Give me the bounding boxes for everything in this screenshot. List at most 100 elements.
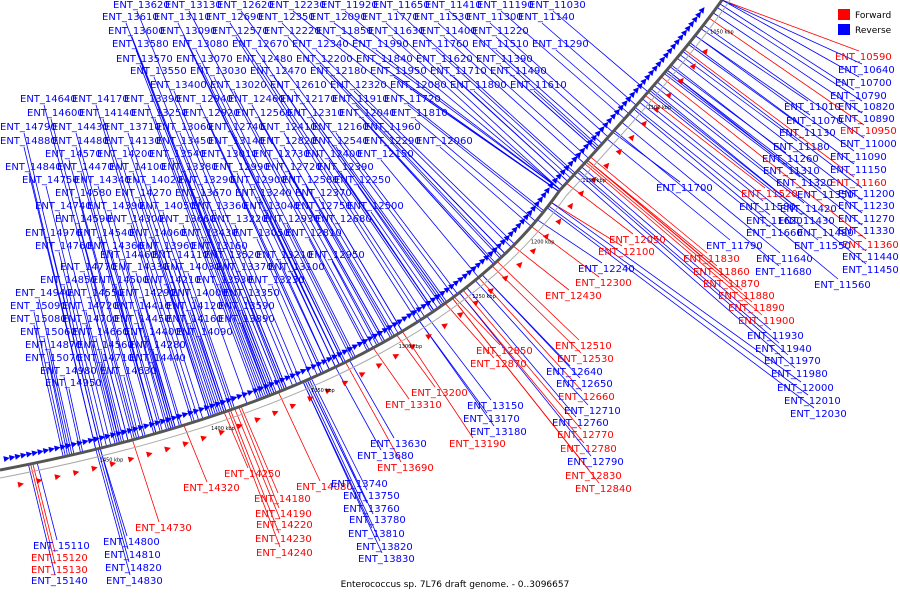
- reverse-gene-label: ENT_11000: [840, 139, 897, 150]
- reverse-gene-label: ENT_13010: [201, 149, 258, 160]
- reverse-gene-label: ENT_14000: [171, 288, 228, 299]
- reverse-gene-label: ENT_13680: [357, 451, 414, 462]
- reverse-gene-label: ENT_14130: [104, 136, 161, 147]
- reverse-gene-arrow: [474, 262, 482, 269]
- reverse-gene-label: ENT_11630: [368, 26, 425, 37]
- label-connector-line: [234, 408, 281, 520]
- reverse-gene-arrow: [632, 87, 639, 94]
- label-connector-line: [318, 198, 399, 334]
- reverse-gene-label: ENT_13110: [154, 12, 211, 23]
- label-connector-line: [68, 159, 146, 437]
- label-connector-line: [694, 35, 855, 152]
- genome-backbone-arc: [0, 0, 724, 472]
- reverse-gene-label: ENT_13090: [160, 26, 217, 37]
- label-connector-line: [120, 159, 204, 420]
- label-connector-line: [99, 448, 129, 550]
- reverse-gene-arrow: [8, 455, 16, 461]
- reverse-gene-arrow: [98, 435, 106, 442]
- label-connector-line: [451, 297, 600, 484]
- reverse-gene-label: ENT_10700: [835, 78, 892, 89]
- reverse-gene-label: ENT_12000: [777, 383, 834, 394]
- reverse-gene-label: ENT_14970: [25, 228, 82, 239]
- reverse-gene-arrow: [391, 322, 399, 328]
- forward-gene-arrow: [425, 334, 432, 340]
- forward-gene-label: ENT_11520: [741, 189, 798, 200]
- label-connector-line: [238, 406, 280, 509]
- forward-gene-label: ENT_11360: [842, 240, 899, 251]
- reverse-gene-label: ENT_15090: [10, 301, 67, 312]
- scale-tick-label: 1450 kbp: [100, 457, 124, 463]
- reverse-gene-label: ENT_11800: [450, 80, 507, 91]
- reverse-gene-label: ENT_14540: [77, 228, 134, 239]
- forward-gene-arrow: [665, 92, 672, 99]
- label-connector-line: [335, 132, 458, 295]
- reverse-gene-arrow: [262, 384, 270, 390]
- reverse-gene-label: ENT_11660: [746, 228, 803, 239]
- reverse-gene-label: ENT_11510: [472, 39, 529, 50]
- label-connector-line: [175, 260, 227, 412]
- reverse-gene-label: ENT_14740: [35, 201, 92, 212]
- reverse-gene-label: ENT_14120: [166, 301, 223, 312]
- forward-gene-label: ENT_12530: [557, 354, 614, 365]
- reverse-gene-arrow: [666, 47, 673, 55]
- reverse-gene-arrow: [257, 386, 265, 392]
- label-connector-line: [495, 36, 609, 138]
- label-connector-line: [278, 391, 321, 482]
- label-connector-line: [496, 261, 580, 341]
- label-connector-line: [606, 138, 731, 241]
- reverse-gene-label: ENT_11450: [842, 265, 899, 276]
- reverse-gene-arrow: [54, 445, 61, 452]
- label-connector-line: [259, 64, 426, 318]
- reverse-gene-label: ENT_14300: [107, 214, 164, 225]
- reverse-gene-label: ENT_13040: [243, 201, 300, 212]
- reverse-gene-label: ENT_12220: [264, 26, 321, 37]
- label-connector-line: [590, 156, 708, 254]
- label-connector-line: [500, 10, 625, 120]
- label-connector-line: [132, 172, 214, 416]
- reverse-gene-arrow: [533, 200, 540, 208]
- label-connector-line: [219, 285, 263, 399]
- reverse-gene-label: ENT_11310: [763, 166, 820, 177]
- reverse-gene-label: ENT_13810: [348, 529, 405, 540]
- label-connector-line: [279, 260, 330, 371]
- reverse-gene-arrow: [644, 74, 651, 81]
- label-connector-line: [194, 298, 233, 410]
- reverse-gene-label: ENT_12760: [552, 418, 609, 429]
- label-connector-line: [283, 146, 395, 337]
- label-connector-line: [613, 130, 780, 267]
- reverse-gene-label: ENT_14590: [55, 214, 112, 225]
- label-connector-line: [548, 205, 809, 396]
- label-connector-line: [38, 298, 75, 455]
- reverse-gene-arrow: [406, 313, 413, 319]
- label-connector-line: [227, 410, 281, 548]
- label-connector-line: [131, 36, 273, 395]
- forward-gene-label: ENT_12830: [565, 471, 622, 482]
- reverse-gene-label: ENT_13520: [204, 250, 261, 261]
- reverse-gene-label: ENT_14160: [166, 314, 223, 325]
- forward-gene-label: ENT_12510: [555, 341, 612, 352]
- label-connector-line: [474, 280, 589, 406]
- reverse-gene-arrow: [478, 258, 486, 265]
- reverse-gene-arrow: [606, 117, 613, 124]
- reverse-gene-arrow: [684, 25, 691, 32]
- forward-gene-arrow: [689, 63, 696, 70]
- label-connector-line: [188, 10, 370, 351]
- reverse-gene-label: ENT_11260: [762, 154, 819, 165]
- reverse-gene-label: ENT_14750: [22, 175, 79, 186]
- forward-gene-arrow: [91, 465, 98, 472]
- reverse-gene-label: ENT_13050: [233, 228, 290, 239]
- reverse-gene-label: ENT_11350: [797, 190, 854, 201]
- forward-gene-label: ENT_14230: [255, 534, 312, 545]
- reverse-gene-label: ENT_11230: [838, 201, 895, 212]
- label-connector-line: [115, 285, 157, 434]
- reverse-gene-label: ENT_11130: [779, 128, 836, 139]
- reverse-gene-arrow: [401, 316, 408, 322]
- reverse-gene-label: ENT_12920: [183, 108, 240, 119]
- reverse-gene-label: ENT_14270: [115, 188, 172, 199]
- reverse-gene-arrow: [386, 325, 394, 331]
- label-connector-line: [224, 159, 322, 374]
- label-connector-line: [147, 337, 174, 429]
- reverse-gene-label: ENT_14440: [129, 353, 186, 364]
- label-connector-line: [656, 81, 867, 252]
- reverse-gene-label: ENT_13430: [181, 228, 238, 239]
